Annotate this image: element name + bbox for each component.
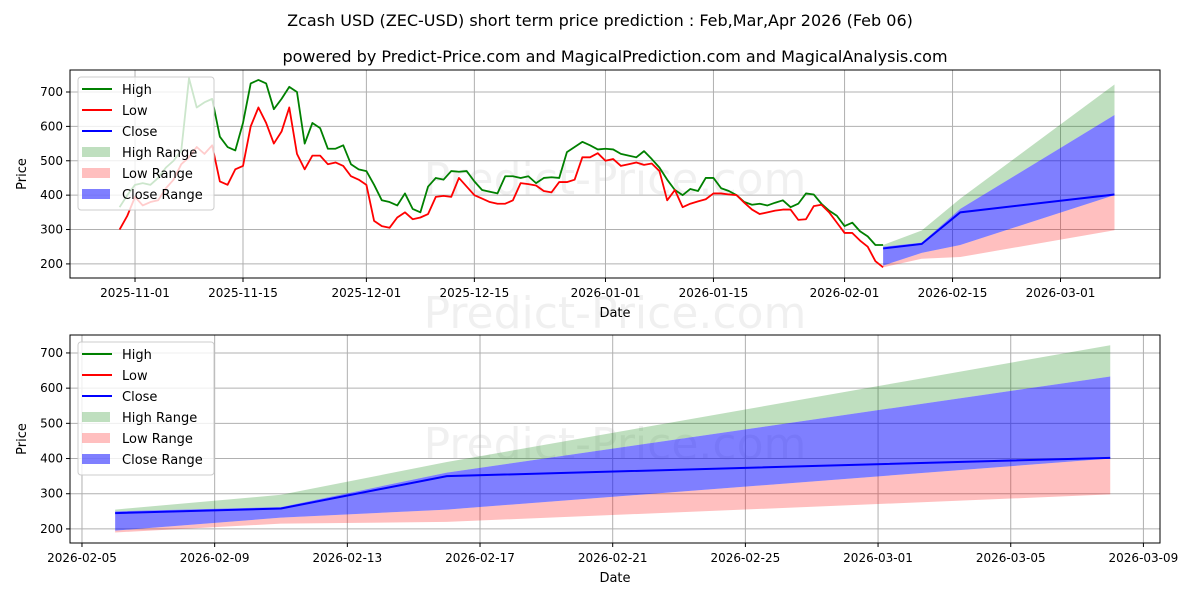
x-tick-label: 2025-11-15 [208, 286, 278, 300]
legend-close-label: Close [122, 390, 157, 405]
plot-area [70, 70, 1160, 278]
y-tick-label: 300 [40, 487, 63, 501]
y-tick-label: 200 [40, 522, 63, 536]
legend-low-range-label: Low Range [122, 167, 193, 182]
low-line [118, 106, 884, 269]
x-axis-label: Date [599, 306, 630, 321]
legend-close-label: Close [122, 125, 157, 140]
chart-subtitle: powered by Predict-Price.com and Magical… [282, 47, 947, 66]
y-tick-label: 200 [40, 257, 63, 271]
legend-high-range-label: High Range [122, 411, 197, 426]
y-axis-label: Price [15, 158, 30, 190]
legend-high-range-swatch [82, 412, 110, 422]
legend-low-range-swatch [82, 433, 110, 443]
x-tick-label: 2025-12-15 [439, 286, 509, 300]
legend-high-label: High [122, 83, 152, 98]
axes-frame [69, 334, 1161, 544]
legend-high-range-label: High Range [122, 146, 197, 161]
legend-close-range-swatch [82, 189, 110, 199]
legend-low-range-label: Low Range [122, 432, 193, 447]
y-axis-label: Price [15, 423, 30, 455]
x-tick-label: 2026-01-15 [679, 286, 749, 300]
watermark: Predict-Price.com [424, 288, 807, 339]
x-tick-label: 2026-03-09 [1109, 551, 1179, 565]
x-tick-label: 2026-02-01 [810, 286, 880, 300]
legend-low-label: Low [122, 104, 148, 119]
legend-high-range-swatch [82, 147, 110, 157]
x-tick-label: 2026-02-05 [47, 551, 117, 565]
x-tick-label: 2026-03-01 [1026, 286, 1096, 300]
y-tick-label: 300 [40, 223, 63, 237]
chart-title: Zcash USD (ZEC-USD) short term price pre… [287, 11, 913, 30]
low-range-band [115, 458, 1111, 533]
legend: High Low Close High Range Low Range Close Ran… [77, 76, 215, 211]
legend-close-range-label: Close Range [122, 453, 203, 468]
legend-low-label: Low [122, 369, 148, 384]
x-tick-label: 2026-02-21 [578, 551, 648, 565]
axes-frame [69, 69, 1161, 279]
x-tick-label: 2026-02-17 [445, 551, 515, 565]
x-tick-label: 2026-02-25 [711, 551, 781, 565]
low-range-band [883, 195, 1115, 268]
legend-close-range-label: Close Range [122, 188, 203, 203]
y-tick-label: 700 [40, 85, 63, 99]
high-line [118, 77, 884, 246]
y-tick-label: 600 [40, 119, 63, 133]
legend-high-label: High [122, 348, 152, 363]
x-tick-label: 2026-03-01 [843, 551, 913, 565]
close-line [115, 456, 1111, 515]
x-axis-label: Date [599, 571, 630, 586]
y-tick-label: 400 [40, 452, 63, 466]
x-tick-label: 2026-02-09 [180, 551, 250, 565]
legend: High Low Close High Range Low Range Close Ran… [77, 341, 215, 476]
y-tick-label: 600 [40, 381, 63, 395]
close-line [883, 193, 1115, 250]
x-tick-label: 2026-01-01 [571, 286, 641, 300]
y-tick-label: 400 [40, 188, 63, 202]
x-tick-label: 2026-02-15 [918, 286, 988, 300]
y-tick-label: 700 [40, 346, 63, 360]
x-tick-label: 2026-02-13 [312, 551, 382, 565]
y-tick-label: 500 [40, 154, 63, 168]
y-tick-label: 500 [40, 416, 63, 430]
legend-close-range-swatch [82, 454, 110, 464]
x-tick-label: 2025-11-01 [100, 286, 170, 300]
watermark: Predict-Price.com [424, 154, 807, 205]
top-panel: Predict-Price.comPredict-Price.com2025-1… [15, 69, 1161, 339]
x-tick-label: 2026-03-05 [976, 551, 1046, 565]
legend-low-range-swatch [82, 168, 110, 178]
x-tick-label: 2025-12-01 [332, 286, 402, 300]
